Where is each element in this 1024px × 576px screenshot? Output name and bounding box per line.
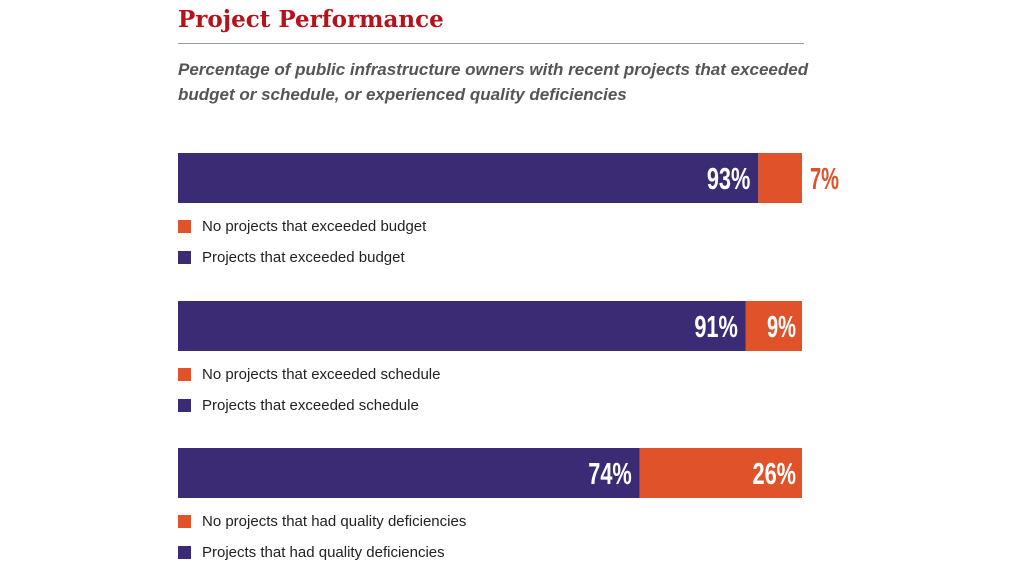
bar-value-label-1-2: 7% bbox=[810, 161, 839, 196]
chart-title: Project Performance bbox=[178, 6, 444, 33]
legend-label: Projects that exceeded schedule bbox=[202, 396, 419, 414]
legend-swatch bbox=[178, 219, 191, 233]
legend-item-3-1: No projects that had quality deficiencie… bbox=[178, 512, 466, 530]
legend-label: No projects that exceeded schedule bbox=[202, 365, 441, 383]
legend-label: No projects that exceeded budget bbox=[202, 217, 427, 235]
chart-subtitle: Percentage of public infrastructure owne… bbox=[178, 60, 809, 104]
legend-label: Projects that exceeded budget bbox=[202, 248, 405, 266]
bar-segment-1-2 bbox=[758, 153, 802, 203]
bar-segment-3-2 bbox=[639, 448, 802, 498]
bar-value-label-2-2: 9% bbox=[767, 309, 796, 344]
bar-segment-3-1 bbox=[178, 448, 640, 498]
bar-value-label-2-1: 91% bbox=[694, 309, 738, 344]
bar-segment-2-1 bbox=[178, 301, 746, 351]
bar-value-label-1-1: 93% bbox=[707, 161, 751, 196]
legend-item-3-2: Projects that had quality deficiencies bbox=[178, 543, 445, 561]
legend-item-1-1: No projects that exceeded budget bbox=[178, 217, 426, 235]
bar-value-label-3-2: 26% bbox=[753, 456, 797, 491]
bar-segment-1-1 bbox=[178, 153, 759, 203]
legend-item-2-2: Projects that exceeded schedule bbox=[178, 396, 419, 414]
legend-item-1-2: Projects that exceeded budget bbox=[178, 248, 405, 266]
legend-swatch bbox=[178, 250, 191, 264]
bar-value-label-3-1: 74% bbox=[588, 456, 632, 491]
legend-label: No projects that had quality deficiencie… bbox=[202, 512, 467, 530]
legend-item-2-1: No projects that exceeded schedule bbox=[178, 365, 440, 383]
legend-swatch bbox=[178, 545, 191, 559]
legend-swatch bbox=[178, 367, 191, 381]
title-divider bbox=[178, 43, 804, 44]
bar-segment-2-2 bbox=[745, 301, 802, 351]
legend-label: Projects that had quality deficiencies bbox=[202, 543, 445, 561]
legend-swatch bbox=[178, 398, 191, 412]
legend-swatch bbox=[178, 514, 191, 528]
